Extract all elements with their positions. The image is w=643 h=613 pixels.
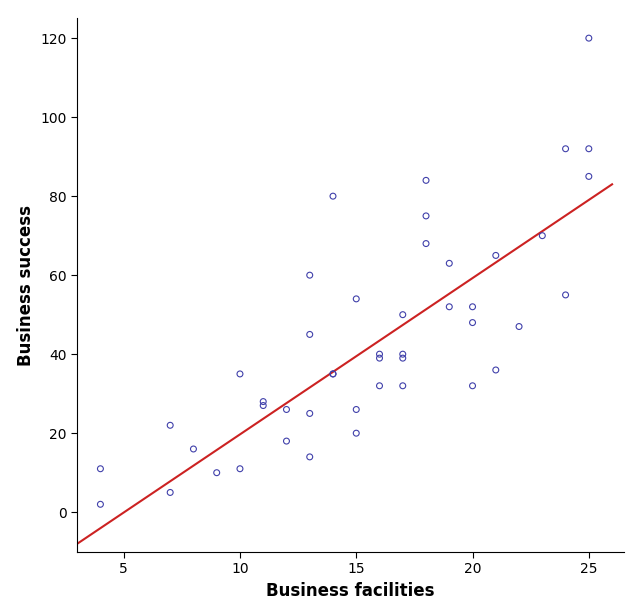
Point <box>328 191 338 201</box>
Point <box>282 405 292 414</box>
Point <box>584 172 594 181</box>
Point <box>351 294 361 304</box>
Point <box>491 251 501 261</box>
Point <box>328 369 338 379</box>
Y-axis label: Business success: Business success <box>17 205 35 365</box>
Point <box>351 428 361 438</box>
Point <box>374 353 385 363</box>
Point <box>584 144 594 154</box>
Point <box>374 381 385 390</box>
Point <box>328 369 338 379</box>
Point <box>561 144 571 154</box>
Point <box>397 349 408 359</box>
Point <box>235 464 245 474</box>
Point <box>467 302 478 311</box>
Point <box>351 405 361 414</box>
Point <box>165 421 176 430</box>
Point <box>212 468 222 478</box>
Point <box>421 211 431 221</box>
Point <box>467 318 478 327</box>
Point <box>421 175 431 185</box>
Point <box>235 369 245 379</box>
Point <box>95 464 105 474</box>
Point <box>95 500 105 509</box>
Point <box>397 353 408 363</box>
Point <box>188 444 199 454</box>
Point <box>282 436 292 446</box>
Point <box>467 381 478 390</box>
Point <box>514 322 524 332</box>
Point <box>397 310 408 319</box>
Point <box>397 381 408 390</box>
Point <box>444 259 455 268</box>
Point <box>305 330 315 340</box>
X-axis label: Business facilities: Business facilities <box>266 582 435 600</box>
Point <box>537 230 547 240</box>
Point <box>305 452 315 462</box>
Point <box>444 302 455 311</box>
Point <box>258 397 268 406</box>
Point <box>584 33 594 43</box>
Point <box>421 238 431 248</box>
Point <box>305 270 315 280</box>
Point <box>305 408 315 418</box>
Point <box>561 290 571 300</box>
Point <box>374 349 385 359</box>
Point <box>165 487 176 497</box>
Point <box>258 401 268 411</box>
Point <box>491 365 501 375</box>
